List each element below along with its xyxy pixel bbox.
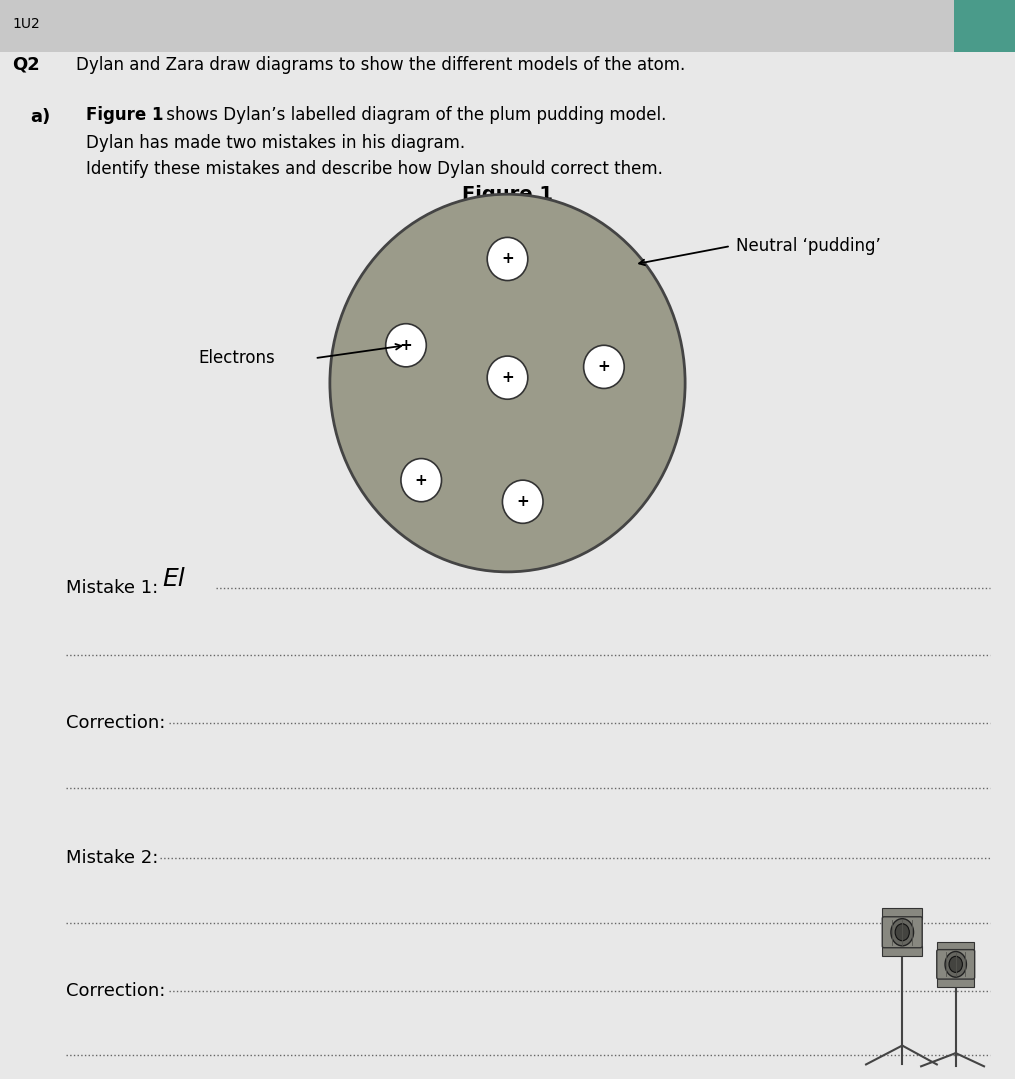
FancyBboxPatch shape (937, 942, 974, 952)
Circle shape (330, 194, 685, 572)
Text: Dylan and Zara draw diagrams to show the different models of the atom.: Dylan and Zara draw diagrams to show the… (76, 56, 685, 73)
Text: Correction:: Correction: (66, 714, 165, 732)
Circle shape (487, 237, 528, 281)
Text: Mistake 2:: Mistake 2: (66, 849, 158, 866)
Circle shape (502, 480, 543, 523)
Text: +: + (598, 359, 610, 374)
Circle shape (401, 459, 442, 502)
Text: Mistake 1:: Mistake 1: (66, 579, 158, 597)
Text: Neutral ‘pudding’: Neutral ‘pudding’ (736, 237, 881, 255)
Text: +: + (400, 338, 412, 353)
Text: shows Dylan’s labelled diagram of the plum pudding model.: shows Dylan’s labelled diagram of the pl… (161, 106, 667, 124)
Circle shape (487, 356, 528, 399)
Text: El: El (162, 568, 185, 591)
Text: +: + (415, 473, 427, 488)
Circle shape (584, 345, 624, 388)
FancyBboxPatch shape (937, 978, 974, 987)
Text: Electrons: Electrons (198, 350, 275, 367)
FancyBboxPatch shape (882, 946, 922, 956)
Text: a): a) (30, 108, 51, 126)
Text: 1U2: 1U2 (12, 17, 40, 30)
FancyBboxPatch shape (882, 917, 923, 947)
Circle shape (386, 324, 426, 367)
FancyBboxPatch shape (937, 950, 974, 979)
Circle shape (895, 924, 909, 941)
Bar (0, 0, 1015, 52)
Text: Identify these mistakes and describe how Dylan should correct them.: Identify these mistakes and describe how… (86, 160, 663, 178)
Circle shape (945, 952, 966, 978)
Circle shape (891, 918, 914, 946)
FancyBboxPatch shape (882, 909, 922, 918)
Text: Dylan has made two mistakes in his diagram.: Dylan has made two mistakes in his diagr… (86, 134, 466, 152)
Text: Figure 1: Figure 1 (86, 106, 163, 124)
Text: +: + (501, 370, 514, 385)
Text: Correction:: Correction: (66, 982, 165, 999)
Text: +: + (501, 251, 514, 267)
Bar (954, 0, 1015, 52)
Circle shape (949, 956, 962, 972)
Text: Q2: Q2 (12, 56, 40, 73)
Text: Figure 1: Figure 1 (462, 185, 553, 204)
Text: +: + (517, 494, 529, 509)
